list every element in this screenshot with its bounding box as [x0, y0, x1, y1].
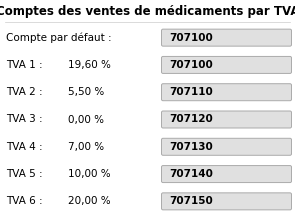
FancyBboxPatch shape: [161, 138, 291, 155]
Text: 707130: 707130: [169, 142, 213, 152]
Text: TVA 2 :: TVA 2 :: [6, 87, 42, 97]
Text: 19,60 %: 19,60 %: [68, 60, 111, 70]
Text: Compte par défaut :: Compte par défaut :: [6, 32, 112, 43]
Text: 707120: 707120: [169, 115, 213, 125]
Text: TVA 1 :: TVA 1 :: [6, 60, 42, 70]
Text: 707110: 707110: [169, 87, 213, 97]
Text: 707150: 707150: [169, 196, 213, 206]
Text: TVA 3 :: TVA 3 :: [6, 115, 42, 125]
FancyBboxPatch shape: [161, 166, 291, 182]
Text: 0,00 %: 0,00 %: [68, 115, 104, 125]
FancyBboxPatch shape: [161, 84, 291, 101]
Text: TVA 6 :: TVA 6 :: [6, 196, 42, 206]
Text: 707100: 707100: [169, 33, 213, 43]
Text: 20,00 %: 20,00 %: [68, 196, 111, 206]
Text: Comptes des ventes de médicaments par TVA: Comptes des ventes de médicaments par TV…: [0, 5, 295, 18]
Text: 5,50 %: 5,50 %: [68, 87, 104, 97]
Text: 10,00 %: 10,00 %: [68, 169, 111, 179]
Text: 7,00 %: 7,00 %: [68, 142, 104, 152]
FancyBboxPatch shape: [161, 111, 291, 128]
FancyBboxPatch shape: [161, 193, 291, 210]
Text: TVA 4 :: TVA 4 :: [6, 142, 42, 152]
FancyBboxPatch shape: [161, 29, 291, 46]
FancyBboxPatch shape: [161, 56, 291, 73]
Text: 707140: 707140: [169, 169, 213, 179]
Text: 707100: 707100: [169, 60, 213, 70]
Text: TVA 5 :: TVA 5 :: [6, 169, 42, 179]
